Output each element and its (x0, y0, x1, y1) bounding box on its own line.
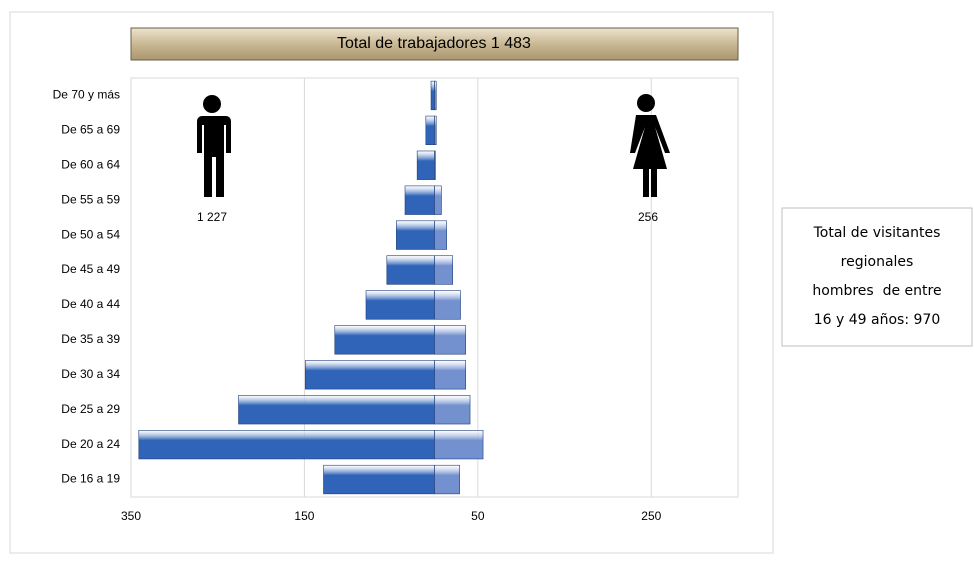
side-note-line: hombres de entre (812, 283, 941, 299)
y-tick-label: De 70 y más (53, 88, 120, 102)
x-tick-label: 150 (294, 509, 314, 523)
y-tick-label: De 50 a 54 (61, 227, 120, 241)
bar (434, 325, 467, 355)
y-tick-label: De 35 a 39 (61, 332, 120, 346)
bar (386, 255, 435, 285)
woman-icon (630, 94, 670, 197)
women-total: 256 (638, 210, 658, 224)
side-note-line: Total de visitantes (813, 225, 941, 241)
bar (434, 115, 437, 145)
bar (396, 220, 435, 250)
bar (304, 360, 435, 390)
y-tick-label: De 20 a 24 (61, 437, 120, 451)
y-tick-label: De 25 a 29 (61, 402, 120, 416)
y-tick-label: De 40 a 44 (61, 297, 120, 311)
bar (434, 290, 461, 320)
chart-title: Total de trabajadores 1 483 (337, 35, 531, 52)
bar (434, 80, 437, 111)
bar (430, 80, 435, 111)
bar (334, 325, 435, 355)
side-note-line: 16 y 49 años: 970 (814, 312, 940, 328)
title-bar (130, 27, 739, 61)
bars (138, 80, 484, 495)
y-tick-label: De 30 a 34 (61, 367, 120, 381)
bar (138, 430, 435, 460)
bar (365, 290, 435, 320)
y-tick-label: De 60 a 64 (61, 157, 120, 171)
bar (434, 220, 447, 250)
x-tick-label: 50 (471, 509, 485, 523)
men-total: 1 227 (197, 210, 227, 224)
bar (434, 360, 467, 390)
x-tick-label: 350 (121, 509, 141, 523)
bar (434, 185, 442, 215)
bar (425, 115, 435, 145)
y-tick-label: De 55 a 59 (61, 192, 120, 206)
y-tick-label: De 45 a 49 (61, 262, 120, 276)
bar (434, 395, 471, 425)
x-tick-label: 250 (641, 509, 661, 523)
bar (404, 185, 435, 215)
bar (434, 464, 460, 495)
bar (434, 430, 484, 460)
bar (238, 395, 435, 425)
side-note-line: regionales (841, 254, 914, 270)
bar (434, 150, 436, 180)
side-note-box (781, 207, 973, 347)
bar (323, 464, 435, 495)
chart-frame (9, 11, 774, 554)
man-icon (197, 95, 231, 197)
y-tick-label: De 16 a 19 (61, 472, 120, 486)
bar (416, 150, 435, 180)
y-tick-label: De 65 a 69 (61, 123, 120, 137)
bar (434, 255, 454, 285)
